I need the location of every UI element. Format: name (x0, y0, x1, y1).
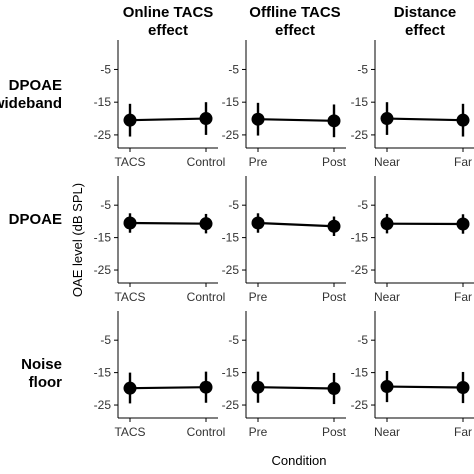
y-tick-label: -15 (222, 231, 240, 245)
y-tick-label: -5 (228, 62, 239, 76)
x-tick-label: TACS (114, 290, 145, 304)
y-tick-label: -5 (228, 333, 239, 347)
row-labels: DPOAE wideband DPOAE Noise floor (0, 77, 62, 391)
x-tick-label: Pre (249, 425, 268, 439)
y-tick-label: -5 (100, 62, 111, 76)
panel-dpoae-distance-effect: -5 -15 -25 Near Far (351, 176, 474, 304)
y-tick-label: -25 (351, 263, 369, 277)
series-line (257, 118, 335, 122)
column-title-distance-line2: effect (405, 22, 445, 39)
x-tick-label: TACS (114, 425, 145, 439)
column-title-offline-line2: effect (275, 22, 315, 39)
column-title-offline-line1: Offline TACS (249, 4, 340, 21)
x-tick-label: Far (454, 425, 472, 439)
column-title-online-line2: effect (148, 22, 188, 39)
x-axis-title: Condition (272, 453, 327, 468)
x-tick-label: Near (374, 425, 400, 439)
panel-dpoae-wideband-distance-effect: -5 -15 -25 Near Far (351, 40, 474, 169)
data-point-far (456, 113, 470, 127)
x-tick-label: Near (374, 290, 400, 304)
y-tick-label: -25 (94, 128, 112, 142)
series-line (257, 221, 335, 228)
y-tick-label: -5 (357, 198, 368, 212)
x-tick-label: Near (374, 155, 400, 169)
x-tick-label: TACS (114, 155, 145, 169)
data-point-pre (251, 380, 265, 394)
data-point-tacs (123, 381, 137, 395)
series-line (386, 117, 464, 122)
y-tick-label: -15 (94, 95, 112, 109)
x-tick-label: Control (187, 290, 226, 304)
data-point-control (199, 217, 213, 231)
data-point-near (380, 112, 394, 126)
x-tick-label: Control (187, 425, 226, 439)
row-label-dpoae: DPOAE (9, 211, 62, 228)
column-title-distance-line1: Distance (394, 4, 457, 21)
y-tick-label: -25 (351, 398, 369, 412)
y-tick-label: -25 (94, 398, 112, 412)
y-tick-label: -25 (222, 128, 240, 142)
series-line (129, 386, 207, 390)
series-line (129, 117, 207, 122)
y-tick-label: -5 (228, 198, 239, 212)
series-line (257, 386, 335, 390)
x-tick-label: Far (454, 155, 472, 169)
panel-noise-floor-distance-effect: -5 -15 -25 Near Far (351, 311, 474, 439)
data-point-post (327, 219, 341, 233)
y-tick-label: -25 (94, 263, 112, 277)
y-tick-label: -5 (100, 198, 111, 212)
row-label-noise-line1: Noise (21, 356, 62, 373)
data-point-pre (251, 216, 265, 230)
series-line (129, 221, 207, 225)
panel-noise-floor-offline-tacs-effect: -5 -15 -25 Pre Post (222, 311, 347, 439)
y-tick-label: -25 (351, 128, 369, 142)
column-titles: Online TACS effect Offline TACS effect D… (123, 4, 457, 39)
data-point-tacs (123, 113, 137, 127)
y-tick-label: -15 (94, 231, 112, 245)
y-tick-label: -15 (222, 366, 240, 380)
data-point-far (456, 381, 470, 395)
y-tick-label: -15 (222, 95, 240, 109)
row-label-noise-line2: floor (29, 374, 62, 391)
x-tick-label: Pre (249, 290, 268, 304)
column-title-online-line1: Online TACS (123, 4, 214, 21)
y-tick-label: -15 (351, 366, 369, 380)
panel-dpoae-wideband-offline-tacs-effect: -5 -15 -25 Pre Post (222, 40, 347, 169)
x-tick-label: Pre (249, 155, 268, 169)
data-point-control (199, 112, 213, 126)
y-tick-label: -15 (94, 366, 112, 380)
data-point-post (327, 381, 341, 395)
row-label-wideband-line1: DPOAE (9, 77, 62, 94)
x-tick-label: Post (322, 290, 347, 304)
y-tick-label: -5 (357, 333, 368, 347)
data-point-tacs (123, 216, 137, 230)
x-tick-label: Post (322, 155, 347, 169)
data-point-near (380, 380, 394, 394)
data-point-pre (251, 112, 265, 126)
x-tick-label: Far (454, 290, 472, 304)
y-tick-label: -25 (222, 398, 240, 412)
x-tick-label: Post (322, 425, 347, 439)
y-tick-label: -15 (351, 95, 369, 109)
y-tick-label: -15 (351, 231, 369, 245)
x-tick-label: Control (187, 155, 226, 169)
y-tick-label: -25 (222, 263, 240, 277)
y-tick-label: -5 (357, 62, 368, 76)
panel-dpoae-offline-tacs-effect: -5 -15 -25 Pre Post (222, 176, 347, 304)
data-point-near (380, 217, 394, 231)
data-point-post (327, 114, 341, 128)
row-label-wideband-line2: wideband (0, 95, 62, 112)
y-axis-title: OAE level (dB SPL) (70, 183, 85, 297)
data-point-control (199, 380, 213, 394)
data-point-far (456, 217, 470, 231)
y-tick-label: -5 (100, 333, 111, 347)
series-line (386, 385, 464, 389)
